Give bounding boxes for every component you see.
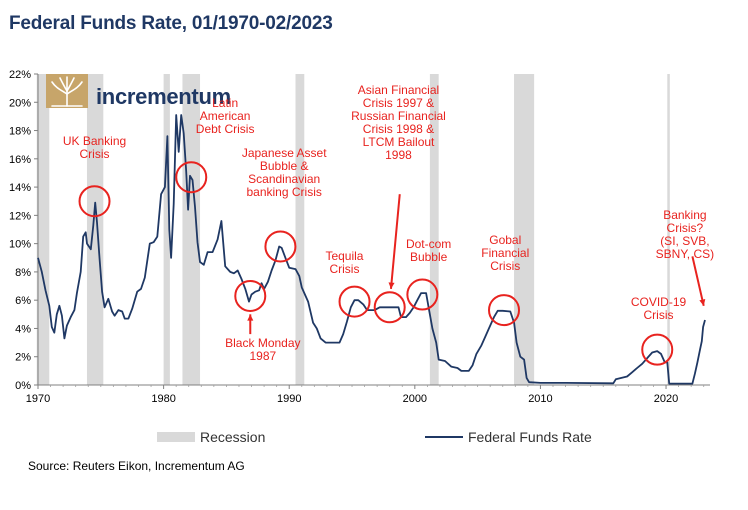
series-layer: [37, 114, 706, 385]
y-tick-label-6: 12%: [9, 210, 31, 222]
y-tick-label-5: 10%: [9, 239, 31, 251]
legend-rate-label: Federal Funds Rate: [468, 429, 592, 445]
annotation-label-2: Japanese Asset Bubble & Scandinavian ban…: [241, 145, 327, 199]
x-tick-label-5: 2020: [654, 393, 678, 405]
annotation-label-9: Banking Crisis? (SI, SVB, SBNY, CS): [655, 208, 715, 262]
legend-recession-label: Recession: [200, 429, 266, 445]
annotation-label-6: Dot-com Bubble: [405, 236, 452, 264]
legend-recession-swatch: [157, 432, 195, 442]
recession-band-7: [667, 74, 670, 385]
y-tick-label-7: 14%: [9, 182, 31, 194]
annotation-circle-1: [175, 161, 208, 194]
annotation-circle-5: [373, 291, 406, 324]
annotation-label-0: UK Banking Crisis: [62, 133, 127, 161]
recession-band-2: [163, 74, 170, 385]
annotation-label-8: COVID-19 Crisis: [630, 294, 687, 322]
y-tick-label-3: 6%: [15, 295, 31, 307]
x-tick-label-1: 1980: [151, 393, 175, 405]
annotation-shapes: [78, 161, 706, 366]
chart-title: Federal Funds Rate, 01/1970-02/2023: [9, 13, 333, 34]
annotation-circle-8: [641, 333, 674, 366]
y-tick-label-1: 2%: [15, 352, 31, 364]
annotation-circle-4: [338, 285, 371, 318]
annotation-circle-7: [488, 294, 521, 327]
y-tick-label-2: 4%: [15, 323, 31, 335]
recession-band-1: [86, 74, 104, 385]
annotation-circle-6: [406, 278, 439, 311]
annotation-label-3: Black Monday 1987: [225, 335, 301, 363]
axes: 0% 2% 4% 6% 8% 10% 12% 14% 16% 18% 20% 22% 1970 1980 1…: [9, 69, 710, 405]
annotation-label-1: Latin American Debt Crisis: [195, 95, 255, 136]
y-tick-label-8: 16%: [9, 154, 31, 166]
arrow-asian-crisis: [389, 194, 401, 289]
annotation-circle-0: [78, 185, 111, 218]
y-tick-label-10: 20%: [9, 97, 31, 109]
x-tick-label-2: 1990: [277, 393, 301, 405]
arrow-black-monday-head: [247, 314, 254, 321]
source-note: Source: Reuters Eikon, Incrementum AG: [28, 459, 245, 473]
annotation-label-4: Tequila Crisis: [325, 249, 364, 277]
y-tick-label-4: 8%: [15, 267, 31, 279]
arrow-asian-crisis-head: [388, 282, 395, 289]
series-line-0: [37, 114, 706, 385]
recession-band-0: [36, 74, 50, 385]
annotation-circle-2: [264, 230, 297, 263]
arrow-banking-crisis-head: [699, 299, 706, 306]
annotation-circle-3: [234, 279, 267, 312]
logo-wordmark: incrementum: [96, 84, 231, 109]
x-tick-label-0: 1970: [26, 393, 50, 405]
annotation-label-7: Gobal Financial Crisis: [481, 233, 530, 274]
recession-band-4: [295, 74, 305, 385]
legend-marks: [157, 432, 463, 442]
arrow-banking-crisis: [691, 256, 705, 307]
annotation-label-5: Asian Financial Crisis 1997 & Russian Fi…: [351, 83, 446, 163]
recession-band-3: [182, 74, 201, 385]
y-tick-label-0: 0%: [15, 380, 31, 392]
incrementum-logo-icon: [46, 74, 88, 108]
x-tick-label-3: 2000: [403, 393, 427, 405]
y-tick-label-11: 22%: [9, 69, 31, 81]
y-tick-label-9: 18%: [9, 126, 31, 138]
recession-band-5: [429, 74, 439, 385]
x-tick-label-4: 2010: [528, 393, 552, 405]
recession-band-6: [514, 74, 535, 385]
